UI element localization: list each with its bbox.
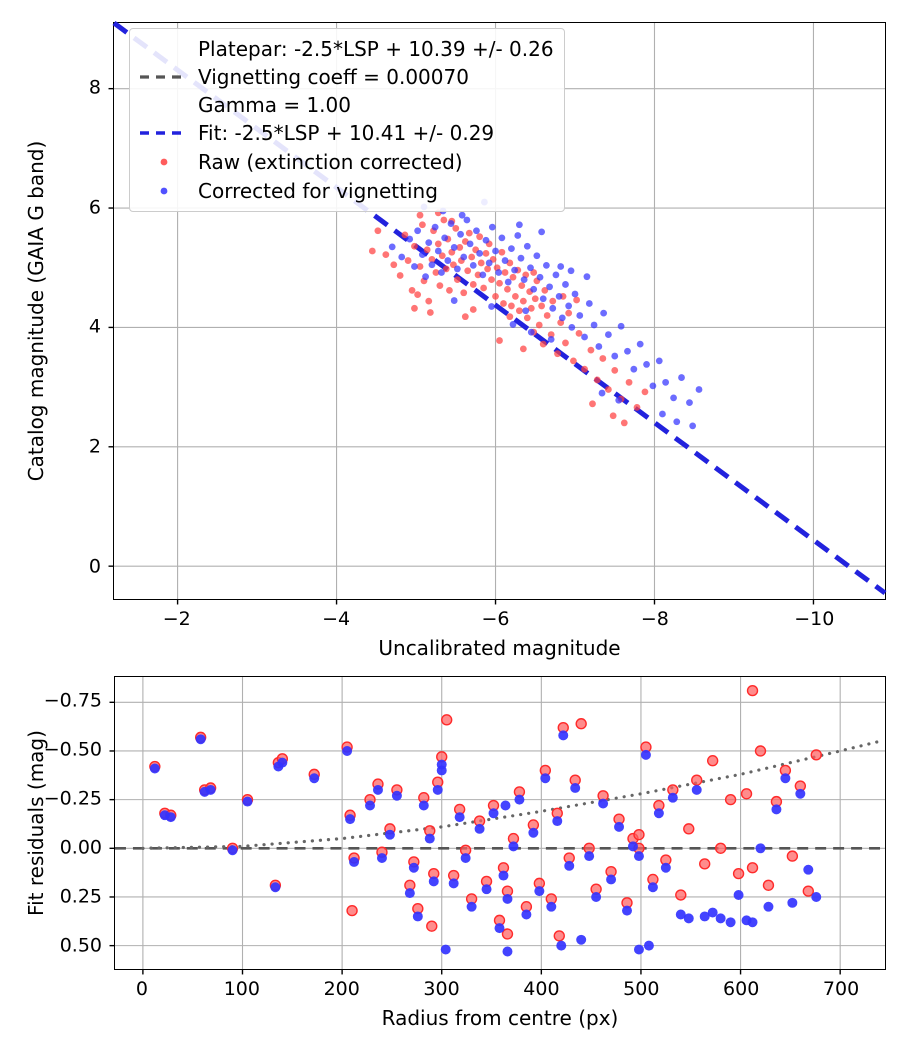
y-axis-title: Fit residuals (mag) bbox=[24, 730, 48, 916]
x-tick-label: −10 bbox=[794, 608, 835, 630]
y-tick-label: 0 bbox=[88, 555, 101, 578]
x-tick-label: 100 bbox=[223, 978, 260, 1000]
y-tick-label: −0.75 bbox=[43, 689, 102, 712]
x-tick-label: 500 bbox=[623, 978, 660, 1000]
y-tick-label: 4 bbox=[88, 315, 101, 338]
dashed-line-blue-icon bbox=[138, 123, 190, 143]
dot-blue-icon bbox=[138, 181, 190, 201]
y-tick-label: 0.50 bbox=[59, 934, 102, 957]
x-tick-label: −6 bbox=[481, 608, 510, 630]
fit-residuals-canvas bbox=[109, 677, 885, 975]
fit-residuals-plot[interactable] bbox=[109, 676, 886, 975]
legend-entry-label: Fit: -2.5*LSP + 10.41 +/- 0.29 bbox=[198, 120, 495, 145]
legend-entry-label: Gamma = 1.00 bbox=[198, 92, 351, 117]
legend-entry-label: Platepar: -2.5*LSP + 10.39 +/- 0.26 bbox=[198, 36, 554, 61]
x-axis-title: Radius from centre (px) bbox=[381, 1006, 619, 1030]
dashed-line-gray-icon bbox=[138, 67, 190, 87]
legend-entry[interactable]: Corrected for vignetting bbox=[138, 176, 554, 205]
x-axis-title: Uncalibrated magnitude bbox=[378, 636, 621, 660]
y-tick-label: 0.00 bbox=[59, 836, 102, 859]
legend-entry[interactable]: Raw (extinction corrected) bbox=[138, 147, 554, 176]
y-tick-label: 8 bbox=[88, 76, 101, 99]
x-tick-label: −2 bbox=[162, 608, 191, 630]
legend-entry-label: Corrected for vignetting bbox=[198, 178, 438, 203]
series-corrected-for-vignetting bbox=[149, 730, 822, 957]
legend-entry-label: Raw (extinction corrected) bbox=[198, 149, 463, 174]
y-axis-title: Catalog magnitude (GAIA G band) bbox=[24, 140, 48, 482]
y-tick-label: 0.25 bbox=[59, 885, 102, 908]
legend-entry-label: Vignetting coeff = 0.00070 bbox=[198, 64, 469, 89]
x-tick-label: 300 bbox=[423, 978, 460, 1000]
x-tick-label: −8 bbox=[640, 608, 669, 630]
series-raw-extinction-corrected bbox=[149, 684, 822, 942]
series-corrected-for-vignetting bbox=[388, 198, 703, 430]
x-tick-label: 400 bbox=[523, 978, 560, 1000]
y-tick-label: −0.25 bbox=[43, 787, 102, 810]
y-tick-label: 6 bbox=[88, 196, 101, 219]
x-tick-label: 200 bbox=[323, 978, 360, 1000]
dot-red-icon bbox=[138, 152, 190, 172]
x-tick-label: −4 bbox=[322, 608, 351, 630]
legend[interactable]: Platepar: -2.5*LSP + 10.39 +/- 0.26 Vigne… bbox=[129, 28, 565, 212]
legend-entry[interactable]: Fit: -2.5*LSP + 10.41 +/- 0.29 bbox=[138, 118, 554, 147]
legend-entry[interactable]: Gamma = 1.00 bbox=[138, 91, 554, 118]
x-tick-label: 700 bbox=[822, 978, 860, 1000]
legend-entry[interactable]: Platepar: -2.5*LSP + 10.39 +/- 0.26 bbox=[138, 35, 554, 62]
empty-legend-handle bbox=[138, 95, 190, 115]
x-tick-label: 600 bbox=[723, 978, 760, 1000]
y-tick-label: 2 bbox=[88, 435, 101, 458]
x-tick-label: 0 bbox=[135, 978, 148, 1000]
empty-legend-handle bbox=[138, 39, 190, 59]
legend-entry[interactable]: Vignetting coeff = 0.00070 bbox=[138, 62, 554, 91]
y-tick-label: −0.50 bbox=[43, 738, 102, 761]
